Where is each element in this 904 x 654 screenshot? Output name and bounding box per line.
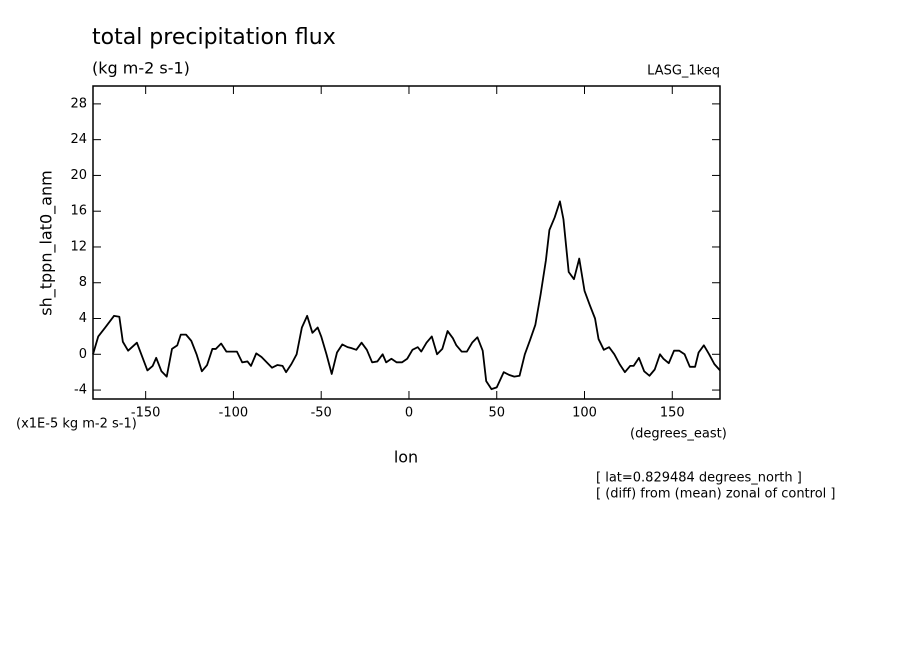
data-line: [92, 200, 721, 391]
x-axis-label: lon: [394, 448, 418, 467]
chart-subtitle: (kg m-2 s-1): [92, 59, 190, 78]
y-tick-label: 16: [70, 204, 87, 219]
x-tick-label: -100: [219, 406, 249, 421]
x-tick-label: 0: [405, 406, 413, 421]
plot-frame: [92, 85, 721, 400]
x-units: (degrees_east): [630, 427, 727, 442]
x-tick-label: 50: [488, 406, 505, 421]
y-tick-label: 20: [70, 168, 87, 183]
y-tick-label: 8: [79, 275, 87, 290]
note: [ (diff) from (mean) zonal of control ]: [596, 487, 835, 502]
x-tick-label: 150: [660, 406, 685, 421]
x-tick-label: -50: [311, 406, 332, 421]
y-tick-label: 24: [70, 132, 87, 147]
y-units: (x1E-5 kg m-2 s-1): [16, 417, 137, 432]
y-axis-label: sh_tppn_lat0_anm: [37, 170, 57, 315]
y-tick-label: 4: [79, 311, 87, 326]
y-tick-label: -4: [74, 383, 87, 398]
note: [ lat=0.829484 degrees_north ]: [596, 471, 802, 486]
y-tick-label: 28: [70, 96, 87, 111]
y-tick-label: 12: [70, 239, 87, 254]
y-tick-label: 0: [79, 347, 87, 362]
annotation: LASG_1keq: [647, 64, 720, 79]
x-tick-label: 100: [572, 406, 597, 421]
x-tick-label: -150: [131, 406, 161, 421]
chart-title: total precipitation flux: [92, 25, 336, 50]
